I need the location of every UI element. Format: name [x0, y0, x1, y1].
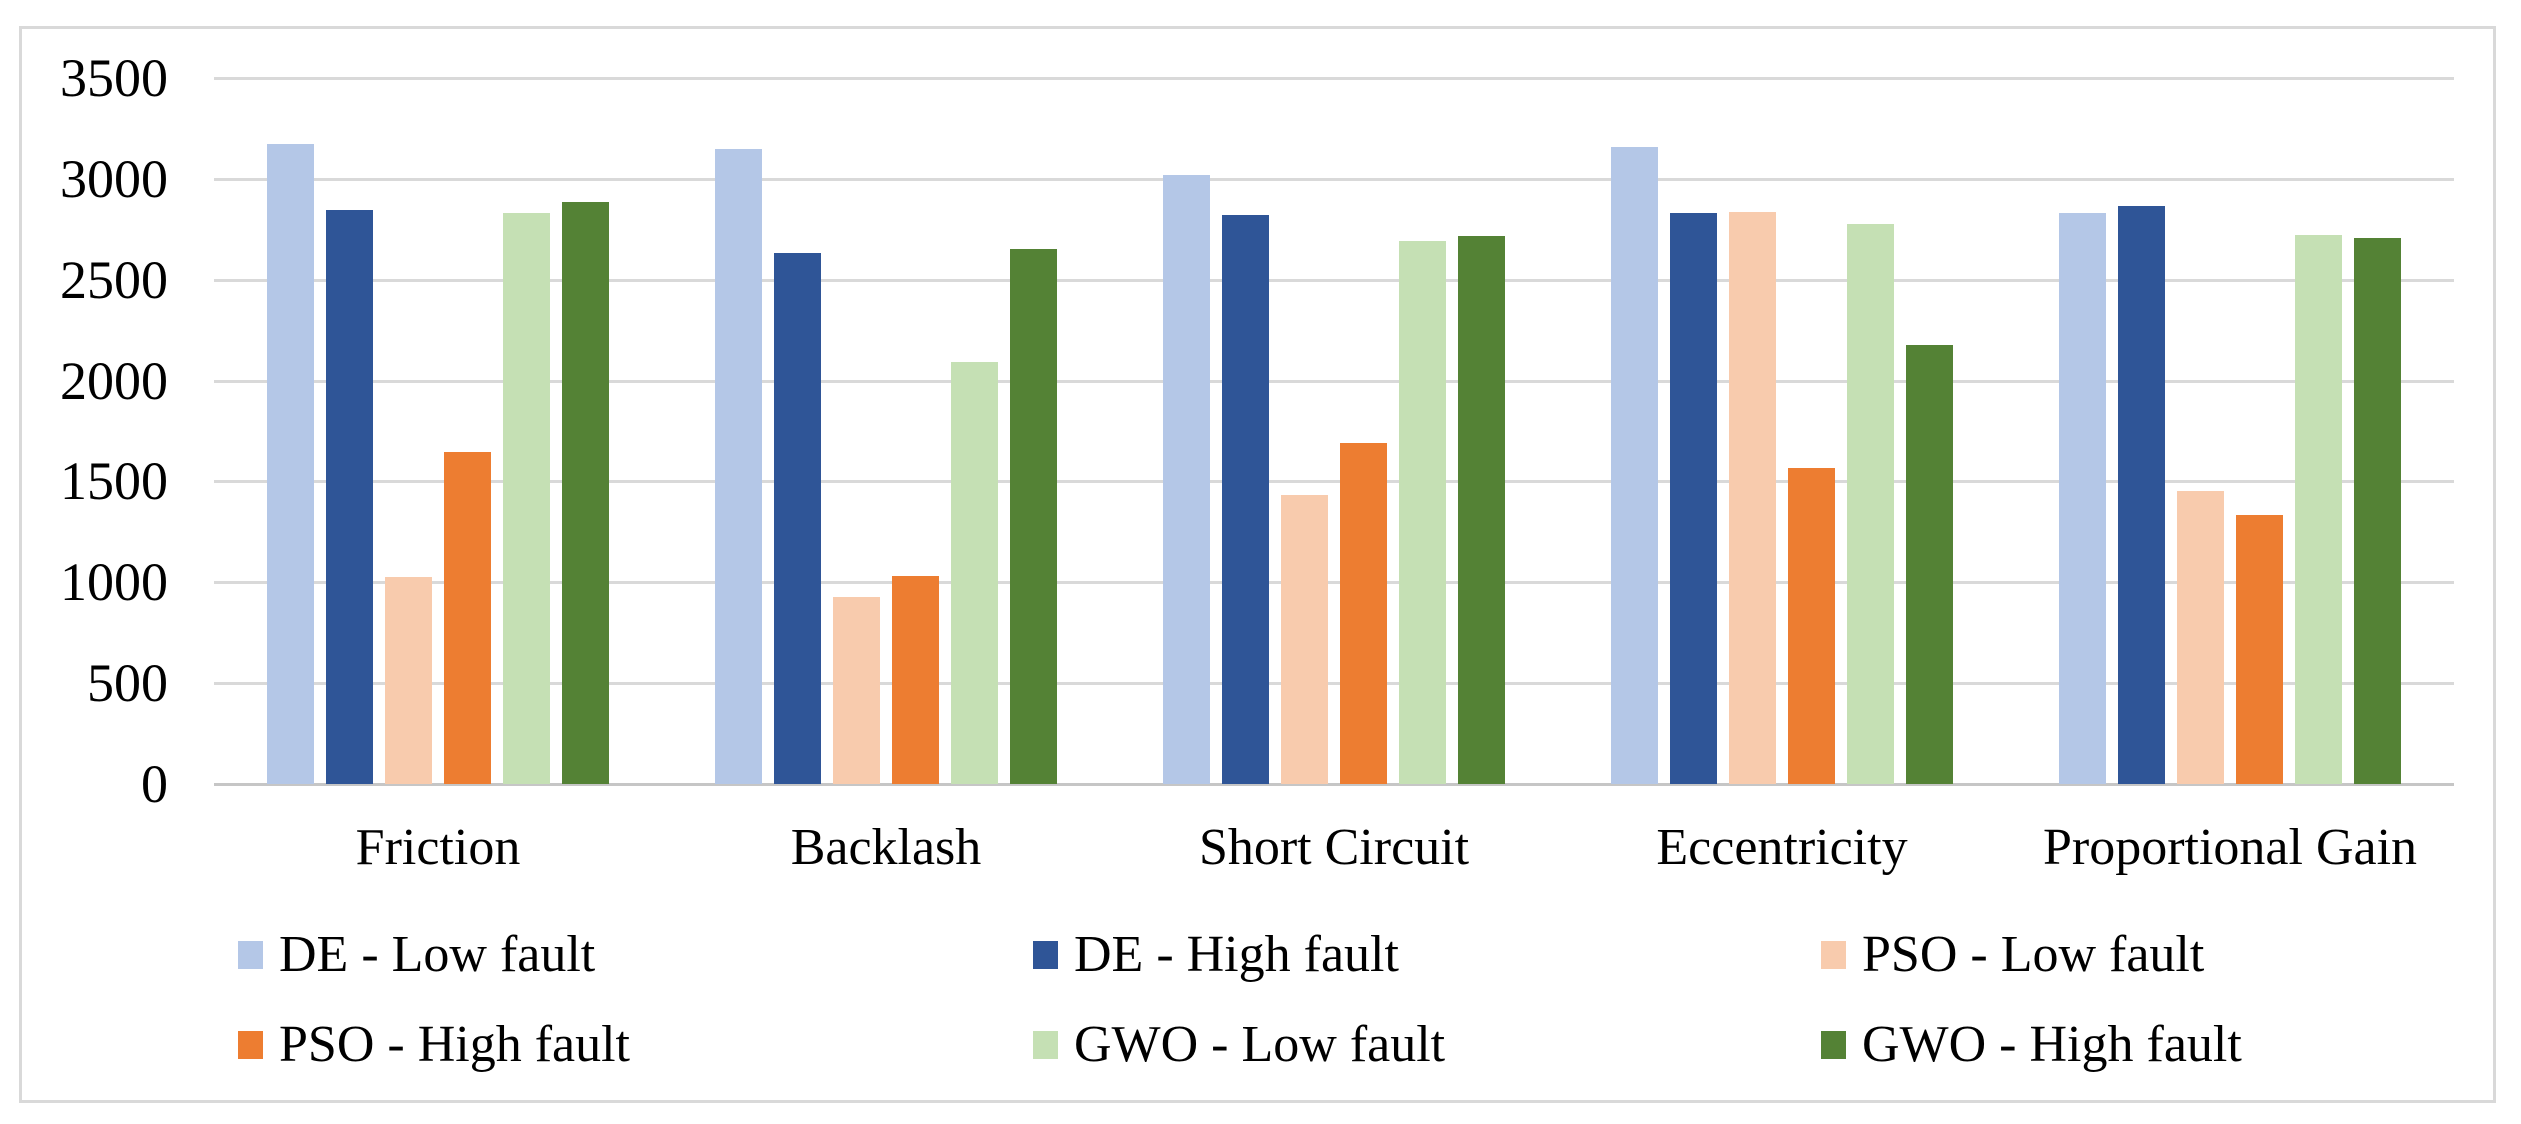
- bar: [2236, 515, 2283, 784]
- bar: [1010, 249, 1057, 784]
- bar: [1163, 175, 1210, 784]
- bar: [385, 577, 432, 784]
- legend-item: GWO - High fault: [1821, 1019, 2242, 1071]
- category-label: Backlash: [790, 819, 982, 876]
- legend-label: PSO - Low fault: [1862, 926, 2205, 983]
- legend-item: PSO - Low fault: [1821, 929, 2204, 981]
- chart-border-frame: 0 500 1000 1500 2000 2500 3000 3500 Friction Bac…: [19, 26, 2496, 1103]
- legend-swatch: [238, 941, 263, 969]
- bar: [2177, 491, 2224, 784]
- bar: [1281, 495, 1328, 784]
- bar: [2059, 213, 2106, 784]
- gridline: [214, 379, 2454, 383]
- legend-item: GWO - Low fault: [1033, 1019, 1445, 1071]
- legend-swatch: [1033, 1031, 1058, 1059]
- bar: [715, 149, 762, 784]
- y-tick-label: 2500: [60, 249, 168, 310]
- legend-swatch: [1821, 941, 1846, 969]
- gridline: [214, 581, 2454, 585]
- bar: [562, 202, 609, 784]
- legend-label: PSO - High fault: [279, 1016, 630, 1073]
- legend-swatch: [1033, 941, 1058, 969]
- legend-swatch: [1821, 1031, 1846, 1059]
- bar: [1729, 212, 1776, 784]
- gridline: [214, 177, 2454, 181]
- bar: [1611, 147, 1658, 784]
- legend-label: GWO - High fault: [1862, 1016, 2242, 1073]
- bar: [1788, 468, 1835, 784]
- legend-label: GWO - Low fault: [1074, 1016, 1446, 1073]
- legend-label: DE - Low fault: [279, 926, 596, 983]
- bar: [2354, 238, 2401, 784]
- legend-label: DE - High fault: [1074, 926, 1399, 983]
- bar: [774, 253, 821, 784]
- y-tick-label: 1000: [60, 552, 168, 613]
- bar: [951, 362, 998, 784]
- legend-swatch: [238, 1031, 263, 1059]
- bar: [1847, 224, 1894, 784]
- bar: [892, 576, 939, 784]
- bar: [1222, 215, 1269, 784]
- bar: [2295, 235, 2342, 784]
- gridline: [214, 682, 2454, 686]
- category-label: Friction: [355, 819, 521, 876]
- y-tick-label: 2000: [60, 350, 168, 411]
- y-tick-label: 0: [141, 754, 168, 814]
- category-label: Proportional Gain: [2042, 819, 2418, 876]
- bar: [503, 213, 550, 784]
- bar: [1670, 213, 1717, 784]
- bar: [1906, 345, 1953, 784]
- gridline: [214, 77, 2454, 80]
- category-label: Eccentricity: [1656, 819, 1908, 876]
- bar: [833, 597, 880, 784]
- bar: [1399, 241, 1446, 784]
- category-label: Short Circuit: [1198, 819, 1470, 876]
- bar: [444, 452, 491, 784]
- gridline: [214, 480, 2454, 484]
- x-axis-line: [214, 783, 2454, 786]
- y-tick-label: 1500: [60, 451, 168, 512]
- legend-item: PSO - High fault: [238, 1019, 630, 1071]
- legend-item: DE - High fault: [1033, 929, 1399, 981]
- bar: [2118, 206, 2165, 784]
- bar: [267, 144, 314, 784]
- bar: [1458, 236, 1505, 784]
- bar: [1340, 443, 1387, 784]
- y-tick-label: 500: [87, 653, 168, 714]
- bar: [326, 210, 373, 784]
- gridline: [214, 278, 2454, 282]
- y-tick-label: 3000: [60, 148, 168, 209]
- legend-item: DE - Low fault: [238, 929, 595, 981]
- y-tick-label: 3500: [60, 48, 168, 108]
